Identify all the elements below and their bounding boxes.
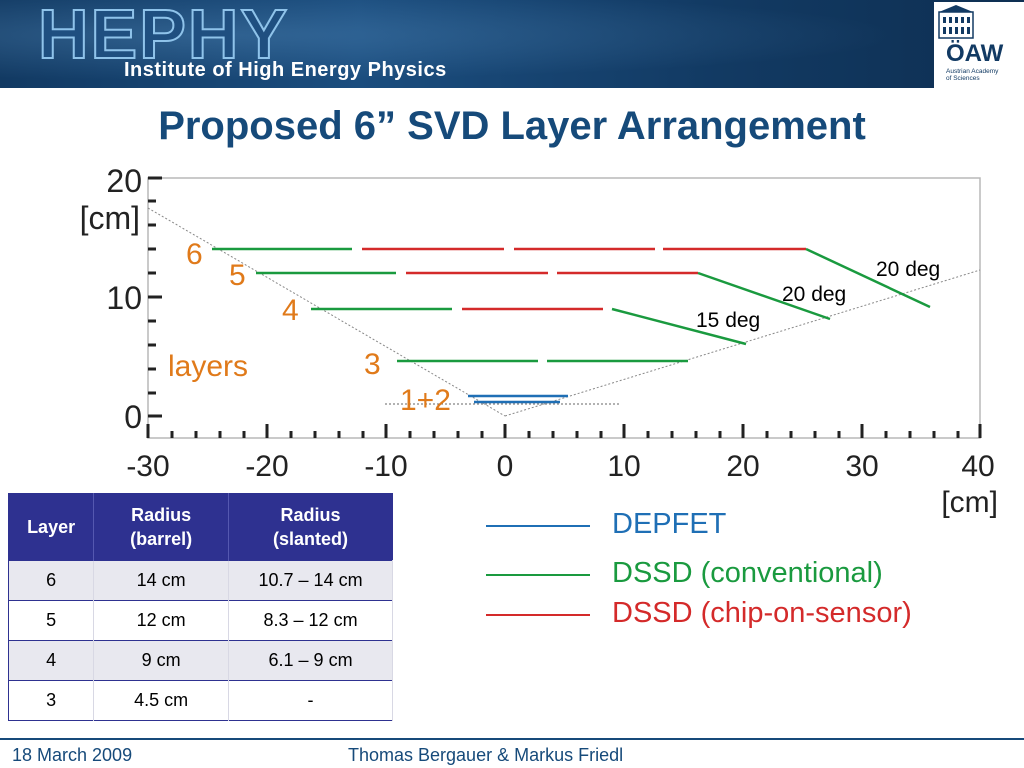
x-tick-label: -20 bbox=[245, 450, 288, 483]
legend-label-depfet: DEPFET bbox=[612, 508, 727, 540]
cell-layer: 5 bbox=[8, 600, 95, 641]
cell-layer: 4 bbox=[8, 640, 95, 681]
header-banner: HEPHY Institute of High Energy Physics bbox=[0, 0, 1024, 88]
legend-swatch-dssd-conventional bbox=[486, 574, 590, 576]
header-glow bbox=[0, 0, 1024, 88]
layer-label-6: 6 bbox=[186, 238, 203, 271]
x-tick-label: 10 bbox=[607, 450, 640, 483]
layer-5-sensors bbox=[256, 271, 831, 321]
layer-4-sensors bbox=[311, 307, 747, 346]
x-tick-label: -10 bbox=[364, 450, 407, 483]
x-tick-label: 20 bbox=[726, 450, 759, 483]
cell-radius-slanted: 6.1 – 9 cm bbox=[228, 640, 393, 681]
header-radius-barrel: Radius (barrel) bbox=[93, 493, 230, 561]
table-row: 4 9 cm 6.1 – 9 cm bbox=[8, 640, 393, 681]
cell-radius-slanted: - bbox=[228, 680, 393, 721]
footer-authors: Thomas Bergauer & Markus Friedl bbox=[348, 745, 624, 765]
table-row: 3 4.5 cm - bbox=[8, 680, 393, 721]
legend-item-dssd-chip-on-sensor: DSSD (chip-on-sensor) bbox=[486, 594, 986, 634]
legend-swatch-depfet bbox=[486, 525, 590, 527]
table-row: 6 14 cm 10.7 – 14 cm bbox=[8, 560, 393, 601]
institute-subtitle: Institute of High Energy Physics bbox=[124, 59, 447, 81]
layer-1-2-sensors bbox=[468, 394, 568, 404]
cell-radius-barrel: 4.5 cm bbox=[93, 680, 230, 721]
header-layer: Layer bbox=[8, 493, 95, 561]
academy-building-icon bbox=[938, 5, 974, 39]
cell-radius-barrel: 12 cm bbox=[93, 600, 230, 641]
cell-radius-barrel: 9 cm bbox=[93, 640, 230, 681]
legend-item-depfet: DEPFET bbox=[486, 505, 986, 545]
x-tick-label: -30 bbox=[126, 450, 169, 483]
x-axis-unit: [cm] bbox=[941, 486, 998, 519]
layer-radius-table: Layer Radius (barrel) Radius (slanted) 6… bbox=[8, 493, 393, 721]
angle-label-layer-5: 20 deg bbox=[782, 283, 846, 306]
layer-6-sensors bbox=[212, 247, 931, 309]
y-axis-unit: [cm] bbox=[80, 200, 140, 236]
plot-frame bbox=[147, 177, 981, 439]
x-tick-label: 30 bbox=[845, 450, 878, 483]
footer-date: 18 March 2009 bbox=[12, 745, 133, 765]
cell-radius-slanted: 8.3 – 12 cm bbox=[228, 600, 393, 641]
angle-label-layer-4: 15 deg bbox=[696, 309, 760, 332]
header-radius-slanted: Radius (slanted) bbox=[228, 493, 393, 561]
table-header-row: Layer Radius (barrel) Radius (slanted) bbox=[8, 493, 393, 561]
footer-divider bbox=[0, 738, 1024, 740]
cell-layer: 3 bbox=[8, 680, 95, 721]
legend-label-dssd-conventional: DSSD (conventional) bbox=[612, 557, 883, 589]
cell-radius-slanted: 10.7 – 14 cm bbox=[228, 560, 393, 601]
layer-label-4: 4 bbox=[282, 294, 299, 327]
cell-layer: 6 bbox=[8, 560, 95, 601]
hephy-logo: HEPHY bbox=[37, 0, 290, 74]
y-axis-ticks bbox=[148, 176, 162, 418]
layer-label-3: 3 bbox=[364, 348, 381, 381]
x-axis-ticks bbox=[146, 424, 982, 438]
layers-word: layers bbox=[168, 350, 248, 383]
legend-label-dssd-chip-on-sensor: DSSD (chip-on-sensor) bbox=[612, 597, 912, 629]
cell-radius-barrel: 14 cm bbox=[93, 560, 230, 601]
angle-label-layer-6: 20 deg bbox=[876, 258, 940, 281]
x-tick-label: 0 bbox=[497, 450, 514, 483]
y-tick-label: 10 bbox=[106, 280, 142, 316]
x-tick-label: 40 bbox=[961, 450, 994, 483]
legend-swatch-dssd-chip-on-sensor bbox=[486, 614, 590, 616]
y-tick-label: 20 bbox=[106, 163, 142, 199]
layer-label-5: 5 bbox=[229, 259, 246, 292]
legend-item-dssd-conventional: DSSD (conventional) bbox=[486, 554, 986, 594]
y-tick-label: 0 bbox=[124, 399, 142, 435]
slide-title: Proposed 6” SVD Layer Arrangement bbox=[158, 104, 866, 148]
layer-label-1-2: 1+2 bbox=[400, 384, 451, 417]
acceptance-line-backward bbox=[147, 207, 506, 417]
oaw-logo-caption: Austrian Academy of Sciences bbox=[946, 68, 999, 82]
layer-arrangement-diagram: 20 [cm] 10 0 -30 -20 -10 0 10 20 30 40 [… bbox=[80, 163, 998, 519]
table-row: 5 12 cm 8.3 – 12 cm bbox=[8, 600, 393, 641]
oaw-logo-text: ÖAW bbox=[946, 40, 1004, 67]
